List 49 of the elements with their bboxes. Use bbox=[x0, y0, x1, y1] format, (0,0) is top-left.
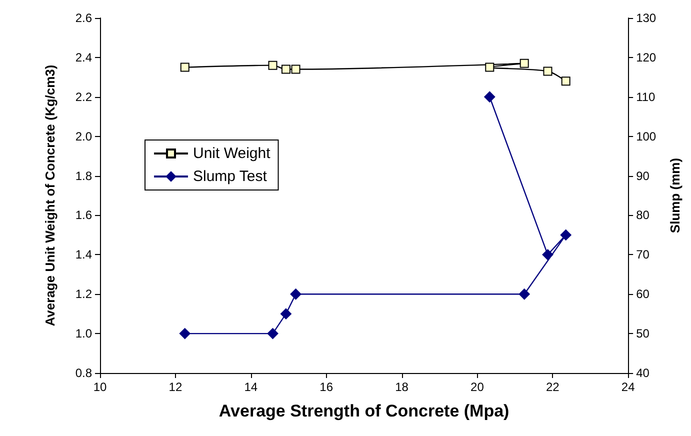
x-tick-label: 16 bbox=[320, 380, 334, 394]
point bbox=[485, 62, 494, 72]
point bbox=[280, 308, 292, 320]
y2-tick-label: 70 bbox=[636, 248, 650, 262]
x-axis-title: Average Strength of Concrete (Mpa) bbox=[218, 402, 510, 420]
y2-tick-label: 80 bbox=[636, 208, 650, 222]
x-tick-label: 24 bbox=[621, 380, 636, 394]
y-tick-label: 2.4 bbox=[75, 50, 92, 64]
y2-axis-title: Slump (mm) bbox=[668, 158, 682, 234]
y-axis-title: Average Unit Weight of Concrete (Kg/cm3) bbox=[42, 64, 58, 326]
point bbox=[560, 229, 572, 240]
x-tick-label: 22 bbox=[546, 380, 560, 394]
y-tick-label: 0.8 bbox=[75, 366, 92, 380]
y2-tick-label: 90 bbox=[636, 168, 650, 183]
point bbox=[281, 64, 290, 74]
y-tick-label: 2.0 bbox=[75, 129, 92, 144]
point bbox=[561, 76, 570, 86]
point bbox=[268, 60, 278, 70]
point bbox=[484, 91, 496, 102]
point bbox=[543, 66, 552, 76]
point bbox=[180, 62, 190, 72]
x-tick-label: 18 bbox=[395, 380, 409, 394]
y-tick-label: 2.2 bbox=[75, 90, 92, 104]
point bbox=[518, 288, 530, 300]
y2-tick-label: 130 bbox=[636, 11, 656, 25]
point bbox=[291, 64, 300, 74]
y2-tick-label: 120 bbox=[636, 50, 656, 64]
legend-label: Slump Test bbox=[193, 168, 268, 185]
y2-tick-label: 110 bbox=[636, 90, 656, 104]
point bbox=[267, 328, 278, 340]
x-tick-label: 14 bbox=[244, 380, 258, 394]
point bbox=[290, 288, 302, 300]
x-tick-label: 20 bbox=[470, 380, 484, 394]
y2-tick-label: 100 bbox=[636, 129, 656, 144]
x-tick-label: 10 bbox=[93, 380, 107, 394]
point bbox=[179, 328, 190, 340]
y-tick-label: 1.0 bbox=[75, 326, 92, 341]
y2-tick-label: 40 bbox=[636, 366, 650, 380]
legend-label: Unit Weight bbox=[193, 145, 272, 162]
x-tick-label: 12 bbox=[168, 380, 182, 394]
y2-tick-label: 60 bbox=[636, 287, 650, 302]
y-tick-label: 2.6 bbox=[75, 11, 92, 25]
y-tick-label: 1.4 bbox=[75, 248, 92, 262]
y-tick-label: 1.6 bbox=[75, 208, 92, 222]
point bbox=[520, 58, 529, 68]
point bbox=[542, 249, 554, 260]
y2-tick-label: 50 bbox=[636, 326, 650, 341]
y-tick-label: 1.8 bbox=[75, 168, 92, 183]
y-tick-label: 1.2 bbox=[75, 287, 92, 302]
